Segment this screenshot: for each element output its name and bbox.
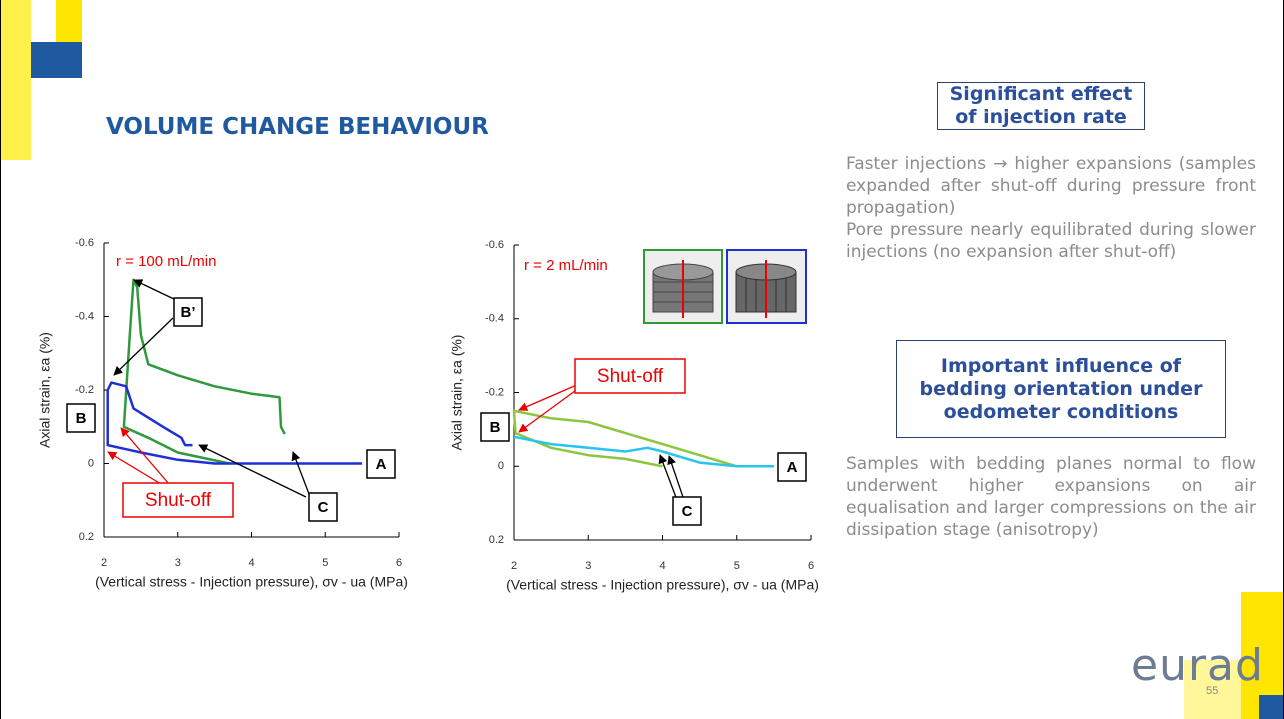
annotation-arrow xyxy=(667,455,685,501)
inset-images xyxy=(643,249,807,324)
paragraph: Pore pressure nearly equilibrated during… xyxy=(846,220,1256,262)
y-tick-label: 0.2 xyxy=(489,534,504,546)
annotation: B’ xyxy=(181,304,196,321)
annotation-box xyxy=(66,403,96,433)
x-tick-label: 3 xyxy=(175,557,181,569)
annotation-box xyxy=(366,449,396,479)
x-tick-label: 4 xyxy=(248,557,254,569)
annotation: B xyxy=(490,419,501,436)
annotation: C xyxy=(318,499,329,516)
highlight-box: Important influence of bedding orientati… xyxy=(896,340,1226,438)
page-number: 55 xyxy=(1206,685,1219,697)
annotation-box xyxy=(122,482,234,518)
data-line xyxy=(513,435,774,468)
data-line xyxy=(122,278,286,465)
x-tick-label: 5 xyxy=(322,557,328,569)
annotation-box xyxy=(308,492,338,522)
y-tick-label: -0.6 xyxy=(75,237,94,249)
y-tick-label: -0.4 xyxy=(485,313,504,325)
x-tick-label: 4 xyxy=(659,560,665,572)
annotation-box xyxy=(173,297,203,327)
annotation: C xyxy=(682,503,693,520)
annotation: B xyxy=(76,410,87,427)
annotation-arrow xyxy=(198,444,307,498)
decor xyxy=(31,42,82,78)
y-tick-label: -0.6 xyxy=(485,239,504,251)
annotation-box xyxy=(777,452,807,482)
annotation-arrow xyxy=(113,317,174,376)
annotation-arrow xyxy=(291,451,310,495)
x-tick-label: 2 xyxy=(101,557,107,569)
y-tick-label: 0 xyxy=(88,457,94,469)
annotation-arrow xyxy=(107,451,162,485)
x-tick-label: 6 xyxy=(396,557,402,569)
y-tick-label: -0.4 xyxy=(75,310,94,322)
x-tick-label: 5 xyxy=(734,560,740,572)
annotation-arrow xyxy=(120,427,170,485)
decor xyxy=(1259,695,1283,719)
y-tick-label: -0.2 xyxy=(485,386,504,398)
annotation-box xyxy=(672,496,702,526)
annotation-box xyxy=(574,358,686,394)
annotation: Shut-off xyxy=(145,490,212,511)
x-axis-label: (Vertical stress - Injection pressure), … xyxy=(95,574,408,590)
data-line xyxy=(106,381,363,465)
y-axis-label: Axial strain, εa (%) xyxy=(37,332,53,448)
y-tick-label: 0 xyxy=(498,460,504,472)
x-tick-label: 2 xyxy=(511,560,517,572)
y-tick-label: 0.2 xyxy=(79,531,94,543)
x-tick-label: 6 xyxy=(808,560,814,572)
data-line xyxy=(512,409,774,468)
logo: eurad xyxy=(1131,640,1264,691)
annotation-box xyxy=(480,412,510,442)
decor xyxy=(56,0,82,42)
annotation-arrow xyxy=(658,454,678,501)
y-tick-label: -0.2 xyxy=(75,384,94,396)
y-axis-label: Axial strain, εa (%) xyxy=(449,335,465,451)
decor xyxy=(1,0,31,160)
annotation: A xyxy=(787,459,798,476)
x-tick-label: 3 xyxy=(585,560,591,572)
annotation-arrow xyxy=(518,387,580,433)
annotation-arrow xyxy=(518,383,580,411)
slide-title: VOLUME CHANGE BEHAVIOUR xyxy=(106,114,489,140)
highlight-box: Significant effect of injection rate xyxy=(937,82,1145,130)
annotation: A xyxy=(376,456,387,473)
x-axis-label: (Vertical stress - Injection pressure), … xyxy=(506,577,819,593)
paragraph: Faster injections → higher expansions (s… xyxy=(846,154,1256,218)
annotation: r = 100 mL/min xyxy=(116,253,216,270)
paragraph: Samples with bedding planes normal to fl… xyxy=(846,454,1256,540)
annotation-arrow xyxy=(133,279,177,301)
annotation: r = 2 mL/min xyxy=(524,257,608,274)
annotation: Shut-off xyxy=(597,366,664,387)
decor xyxy=(1184,660,1241,719)
